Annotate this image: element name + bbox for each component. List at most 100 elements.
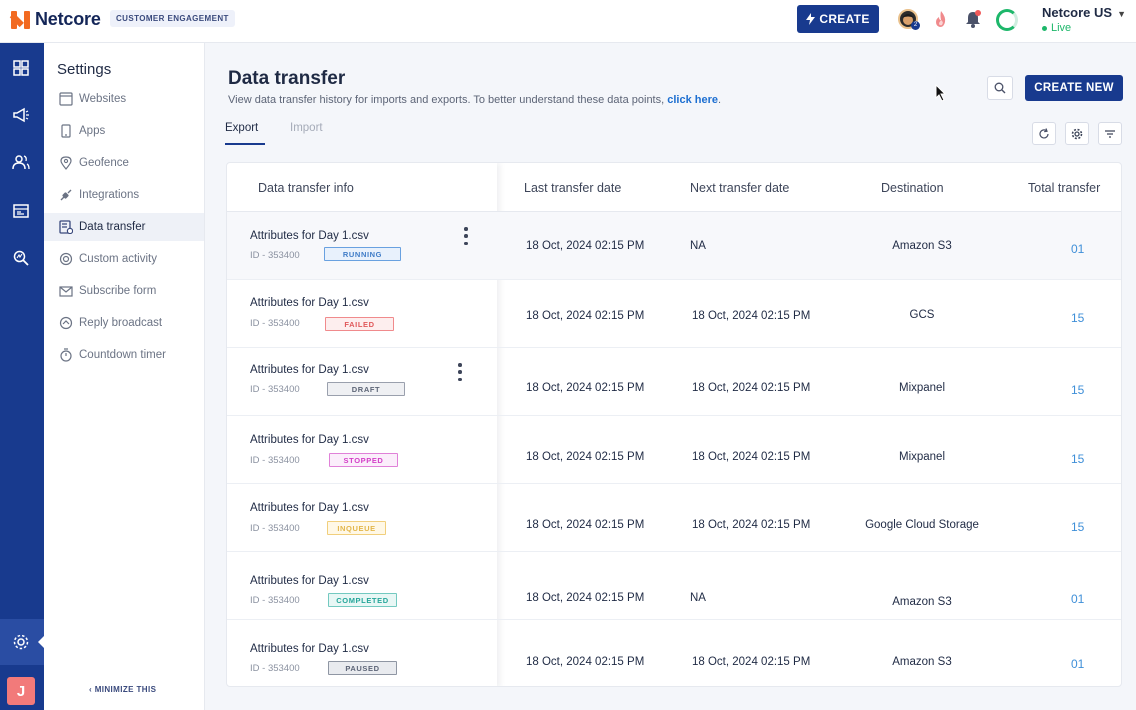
transfer-name: Attributes for Day 1.csv (250, 297, 369, 309)
account-switcher[interactable]: Netcore US ▼ Live (1042, 5, 1126, 34)
profile-avatar[interactable]: 2 (898, 9, 920, 30)
click-here-link[interactable]: click here (667, 94, 718, 106)
create-new-button[interactable]: CREATE NEW (1025, 75, 1123, 101)
analytics-search-icon[interactable] (12, 249, 30, 267)
sidebar-item-apps[interactable]: Apps (44, 117, 204, 145)
next-transfer-date: NA (690, 592, 706, 604)
sidebar-item-websites[interactable]: Websites (44, 85, 204, 113)
target-icon (59, 252, 73, 266)
total-transfer[interactable]: 01 (1071, 657, 1085, 671)
destination: Amazon S3 (892, 596, 952, 608)
table-row[interactable]: Attributes for Day 1.csv ID - 353400 STO… (227, 416, 1121, 484)
transfer-id: ID - 353400 (250, 250, 300, 261)
last-transfer-date: 18 Oct, 2024 02:15 PM (526, 592, 645, 604)
monitor-icon (59, 92, 73, 106)
sidebar-item-label: Countdown timer (79, 349, 166, 361)
settings-title: Settings (57, 61, 112, 78)
sidebar-item-countdown-timer[interactable]: Countdown timer (44, 341, 204, 369)
status-badge: COMPLETED (328, 593, 397, 607)
create-button-label: CREATE (819, 12, 870, 26)
avatar-face-icon (902, 14, 914, 25)
create-button[interactable]: CREATE (797, 5, 879, 33)
transfer-id: ID - 353400 (250, 318, 300, 329)
total-transfer[interactable]: 15 (1071, 311, 1085, 325)
header-transfer-info: Data transfer info (258, 181, 354, 195)
sidebar-item-custom-activity[interactable]: Custom activity (44, 245, 204, 273)
destination: GCS (909, 309, 935, 321)
transfer-name: Attributes for Day 1.csv (250, 643, 369, 655)
transfer-id: ID - 353400 (250, 455, 300, 466)
header-last-transfer: Last transfer date (524, 181, 622, 195)
sidebar-item-label: Reply broadcast (79, 317, 163, 329)
header-next-transfer: Next transfer date (690, 181, 790, 195)
tab-export[interactable]: Export (225, 122, 266, 145)
sidebar-item-integrations[interactable]: Integrations (44, 181, 204, 209)
users-icon[interactable] (12, 153, 30, 171)
account-name: Netcore US (1042, 5, 1113, 20)
chevron-down-icon: ▼ (1117, 9, 1126, 19)
map-pin-icon (59, 156, 73, 170)
status-badge: FAILED (325, 317, 394, 331)
table-row[interactable]: Attributes for Day 1.csv ID - 353400 DRA… (227, 348, 1121, 416)
last-transfer-date: 18 Oct, 2024 02:15 PM (526, 310, 645, 322)
settings-button[interactable] (1065, 122, 1089, 145)
filter-button[interactable] (1098, 122, 1122, 145)
total-transfer[interactable]: 15 (1071, 452, 1085, 466)
total-transfer[interactable]: 01 (1071, 242, 1085, 256)
destination: Mixpanel (898, 382, 946, 394)
sidebar-item-data-transfer[interactable]: Data transfer (44, 213, 204, 241)
table-row[interactable]: Attributes for Day 1.csv ID - 353400 FAI… (227, 280, 1121, 348)
more-options-icon[interactable] (457, 363, 463, 381)
transfer-name: Attributes for Day 1.csv (250, 575, 369, 587)
fire-icon[interactable] (931, 9, 951, 29)
sidebar-item-subscribe-form[interactable]: Subscribe form (44, 277, 204, 305)
search-button[interactable] (987, 76, 1013, 100)
minimize-label: MINIMIZE THIS (94, 685, 157, 694)
progress-ring-icon[interactable] (996, 9, 1018, 31)
status-badge: STOPPED (329, 453, 398, 467)
subtitle-end: . (718, 94, 722, 106)
data-transfer-table: Data transfer info Last transfer date Ne… (226, 162, 1122, 687)
table-row[interactable]: Attributes for Day 1.csv ID - 353400 INQ… (227, 484, 1121, 552)
notification-count-badge: 2 (911, 21, 920, 30)
account-status: Live (1042, 22, 1126, 34)
gear-icon (1071, 128, 1083, 139)
transfer-name: Attributes for Day 1.csv (250, 502, 369, 514)
table-row[interactable]: Attributes for Day 1.csv ID - 353400 PAU… (227, 620, 1121, 686)
plug-icon (59, 188, 73, 202)
sidebar-item-label: Apps (79, 125, 106, 137)
status-badge: PAUSED (328, 661, 397, 675)
minimize-sidebar-button[interactable]: ‹ MINIMIZE THIS (89, 685, 156, 694)
logo-text: Netcore (35, 9, 101, 29)
last-transfer-date: 18 Oct, 2024 02:15 PM (526, 451, 645, 463)
primary-nav: J (0, 43, 44, 710)
tab-import[interactable]: Import (290, 122, 323, 134)
timer-icon (59, 348, 73, 362)
sidebar-item-geofence[interactable]: Geofence (44, 149, 204, 177)
total-transfer[interactable]: 15 (1071, 520, 1085, 534)
sidebar-item-label: Integrations (79, 189, 140, 201)
envelope-icon (59, 284, 73, 298)
refresh-button[interactable] (1032, 122, 1056, 145)
product-badge: CUSTOMER ENGAGEMENT (110, 10, 235, 27)
sidebar-item-reply-broadcast[interactable]: Reply broadcast (44, 309, 204, 337)
table-row[interactable]: Attributes for Day 1.csv ID - 353400 COM… (227, 552, 1121, 620)
user-avatar[interactable]: J (7, 677, 35, 705)
dashboard-icon[interactable] (12, 59, 30, 77)
settings-sidebar: Settings Websites Apps Geofence Integrat… (44, 43, 205, 710)
content-icon[interactable] (12, 202, 30, 220)
destination: Mixpanel (898, 451, 946, 463)
table-row[interactable]: Attributes for Day 1.csv ID - 353400 RUN… (227, 212, 1121, 280)
netcore-logo[interactable]: Netcore (9, 9, 101, 30)
megaphone-icon[interactable] (12, 106, 30, 124)
total-transfer[interactable]: 01 (1071, 592, 1085, 606)
bell-icon[interactable] (963, 9, 983, 29)
status-badge: RUNNING (324, 247, 401, 261)
top-bar: Netcore CUSTOMER ENGAGEMENT CREATE 2 Net… (0, 0, 1136, 43)
nav-settings[interactable] (0, 619, 44, 665)
data-transfer-icon (59, 220, 73, 234)
transfer-id: ID - 353400 (250, 595, 300, 606)
transfer-name: Attributes for Day 1.csv (250, 364, 369, 376)
total-transfer[interactable]: 15 (1071, 383, 1085, 397)
more-options-icon[interactable] (463, 227, 469, 245)
